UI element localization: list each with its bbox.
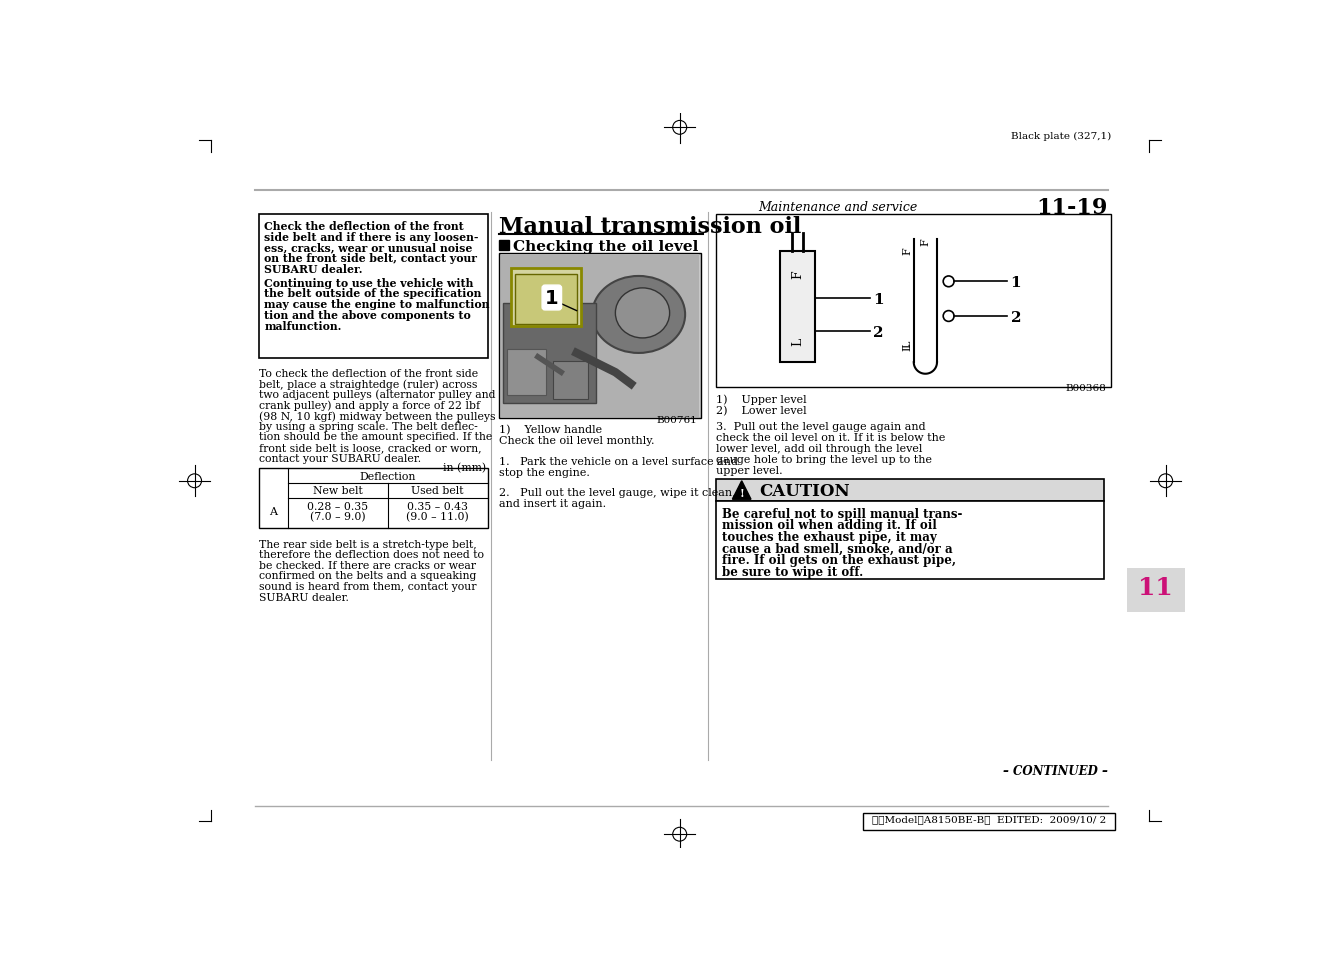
Text: 1: 1 bbox=[1011, 275, 1022, 290]
Bar bbox=[259, 468, 487, 528]
Text: L: L bbox=[791, 337, 804, 345]
Text: Manual transmission oil: Manual transmission oil bbox=[499, 216, 802, 238]
Polygon shape bbox=[733, 481, 751, 499]
Text: and insert it again.: and insert it again. bbox=[499, 498, 606, 508]
Text: 3.  Pull out the level gauge again and: 3. Pull out the level gauge again and bbox=[717, 422, 926, 432]
Bar bbox=[507, 350, 545, 395]
Bar bbox=[499, 253, 701, 419]
Text: tion and the above components to: tion and the above components to bbox=[264, 310, 471, 321]
Text: Continuing to use the vehicle with: Continuing to use the vehicle with bbox=[264, 277, 474, 289]
Bar bbox=[717, 479, 1104, 501]
Text: by using a spring scale. The belt deflec-: by using a spring scale. The belt deflec… bbox=[259, 421, 478, 432]
Bar bbox=[259, 214, 487, 359]
Text: check the oil level on it. If it is below the: check the oil level on it. If it is belo… bbox=[717, 433, 946, 443]
Text: gauge hole to bring the level up to the: gauge hole to bring the level up to the bbox=[717, 455, 932, 464]
Text: !: ! bbox=[739, 487, 744, 498]
Text: side belt and if there is any loosen-: side belt and if there is any loosen- bbox=[264, 232, 479, 242]
Bar bbox=[500, 255, 699, 417]
Bar bbox=[499, 240, 510, 251]
Text: crank pulley) and apply a force of 22 lbf: crank pulley) and apply a force of 22 lb… bbox=[259, 400, 480, 411]
Text: 11-19: 11-19 bbox=[1036, 196, 1108, 218]
Text: 1: 1 bbox=[545, 289, 559, 308]
Text: mission oil when adding it. If oil: mission oil when adding it. If oil bbox=[722, 519, 937, 532]
Text: may cause the engine to malfunction: may cause the engine to malfunction bbox=[264, 299, 490, 310]
Bar bbox=[1127, 568, 1185, 613]
Text: F: F bbox=[902, 248, 913, 255]
Text: Black plate (327,1): Black plate (327,1) bbox=[1011, 132, 1112, 140]
Text: 0.28 – 0.35: 0.28 – 0.35 bbox=[308, 501, 369, 511]
Text: 0.35 – 0.43: 0.35 – 0.43 bbox=[406, 501, 467, 511]
Text: 2)    Lower level: 2) Lower level bbox=[717, 405, 807, 416]
Text: 1.   Park the vehicle on a level surface and: 1. Park the vehicle on a level surface a… bbox=[499, 456, 738, 467]
Text: B00368: B00368 bbox=[1066, 383, 1105, 393]
Text: Checking the oil level: Checking the oil level bbox=[514, 240, 698, 253]
Text: CAUTION: CAUTION bbox=[759, 482, 849, 499]
Text: A: A bbox=[269, 507, 277, 517]
Text: (98 N, 10 kgf) midway between the pulleys: (98 N, 10 kgf) midway between the pulley… bbox=[259, 411, 495, 421]
Text: malfunction.: malfunction. bbox=[264, 320, 341, 332]
Text: Maintenance and service: Maintenance and service bbox=[758, 200, 918, 213]
Text: be checked. If there are cracks or wear: be checked. If there are cracks or wear bbox=[259, 560, 476, 570]
Bar bbox=[780, 252, 815, 363]
Text: 北米ModelａA8150BE-Bａ  EDITED:  2009/10/ 2: 北米ModelａA8150BE-Bａ EDITED: 2009/10/ 2 bbox=[872, 814, 1105, 823]
Bar bbox=[864, 813, 1115, 830]
Text: The rear side belt is a stretch-type belt,: The rear side belt is a stretch-type bel… bbox=[259, 539, 476, 549]
Text: the belt outside of the specification: the belt outside of the specification bbox=[264, 288, 482, 299]
Text: front side belt is loose, cracked or worn,: front side belt is loose, cracked or wor… bbox=[259, 442, 482, 453]
Text: 1: 1 bbox=[873, 293, 884, 307]
Bar bbox=[515, 274, 577, 324]
Text: Check the deflection of the front: Check the deflection of the front bbox=[264, 220, 464, 232]
Ellipse shape bbox=[592, 276, 685, 354]
Text: L: L bbox=[902, 340, 913, 347]
Text: Be careful not to spill manual trans-: Be careful not to spill manual trans- bbox=[722, 507, 962, 520]
Text: To check the deflection of the front side: To check the deflection of the front sid… bbox=[259, 368, 478, 378]
Ellipse shape bbox=[616, 289, 670, 338]
Text: 2.   Pull out the level gauge, wipe it clean,: 2. Pull out the level gauge, wipe it cle… bbox=[499, 488, 735, 497]
Text: touches the exhaust pipe, it may: touches the exhaust pipe, it may bbox=[722, 531, 937, 543]
Text: be sure to wipe it off.: be sure to wipe it off. bbox=[722, 565, 864, 578]
Text: B00761: B00761 bbox=[656, 416, 697, 425]
Text: (7.0 – 9.0): (7.0 – 9.0) bbox=[311, 511, 366, 521]
Text: SUBARU dealer.: SUBARU dealer. bbox=[264, 264, 362, 274]
Text: – CONTINUED –: – CONTINUED – bbox=[1003, 764, 1108, 778]
Text: lower level, add oil through the level: lower level, add oil through the level bbox=[717, 443, 922, 454]
Bar bbox=[717, 214, 1112, 388]
Text: confirmed on the belts and a squeaking: confirmed on the belts and a squeaking bbox=[259, 571, 476, 580]
Bar bbox=[503, 304, 596, 403]
Text: 1)    Upper level: 1) Upper level bbox=[717, 394, 807, 404]
Text: in (mm): in (mm) bbox=[443, 463, 486, 473]
Text: (9.0 – 11.0): (9.0 – 11.0) bbox=[406, 511, 468, 521]
Text: belt, place a straightedge (ruler) across: belt, place a straightedge (ruler) acros… bbox=[259, 378, 478, 390]
Text: ess, cracks, wear or unusual noise: ess, cracks, wear or unusual noise bbox=[264, 242, 472, 253]
Text: F: F bbox=[921, 238, 930, 246]
Text: cause a bad smell, smoke, and/or a: cause a bad smell, smoke, and/or a bbox=[722, 542, 953, 555]
Text: 2: 2 bbox=[873, 326, 884, 340]
Bar bbox=[553, 361, 588, 399]
Text: L: L bbox=[902, 344, 913, 351]
Bar bbox=[717, 501, 1104, 579]
Text: sound is heard from them, contact your: sound is heard from them, contact your bbox=[259, 581, 476, 592]
Text: two adjacent pulleys (alternator pulley and: two adjacent pulleys (alternator pulley … bbox=[259, 390, 495, 400]
Text: Used belt: Used belt bbox=[411, 486, 463, 496]
Text: contact your SUBARU dealer.: contact your SUBARU dealer. bbox=[259, 453, 421, 463]
Text: 1)    Yellow handle: 1) Yellow handle bbox=[499, 424, 602, 435]
Text: F: F bbox=[791, 270, 804, 278]
Text: Check the oil level monthly.: Check the oil level monthly. bbox=[499, 436, 654, 446]
Text: tion should be the amount specified. If the: tion should be the amount specified. If … bbox=[259, 432, 492, 442]
Text: stop the engine.: stop the engine. bbox=[499, 467, 591, 477]
Text: fire. If oil gets on the exhaust pipe,: fire. If oil gets on the exhaust pipe, bbox=[722, 554, 957, 566]
Text: 2: 2 bbox=[1011, 311, 1020, 324]
Text: upper level.: upper level. bbox=[717, 465, 783, 476]
Text: 11: 11 bbox=[1139, 576, 1173, 599]
Bar bbox=[511, 269, 580, 327]
Text: New belt: New belt bbox=[313, 486, 362, 496]
Text: SUBARU dealer.: SUBARU dealer. bbox=[259, 592, 349, 602]
Text: on the front side belt, contact your: on the front side belt, contact your bbox=[264, 253, 478, 264]
Text: Deflection: Deflection bbox=[360, 472, 415, 481]
Text: therefore the deflection does not need to: therefore the deflection does not need t… bbox=[259, 550, 484, 559]
